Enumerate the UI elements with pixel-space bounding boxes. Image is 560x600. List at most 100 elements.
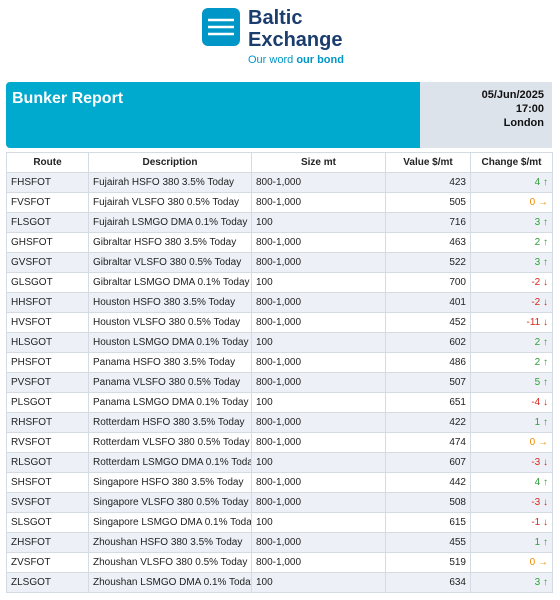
description-cell: Singapore VLSFO 380 0.5% Today	[88, 492, 252, 513]
table-row: PLSGOT Panama LSMGO DMA 0.1% Today 100 651-…	[6, 392, 553, 413]
value-cell: 505	[385, 192, 471, 213]
column-header: Value $/mt	[385, 152, 471, 173]
report-time: 17:00	[515, 103, 544, 115]
table-row: GVSFOT Gibraltar VLSFO 380 0.5% Today 800-…	[6, 252, 553, 273]
size-cell: 800-1,000	[251, 172, 386, 193]
route-cell: GHSFOT	[6, 232, 89, 253]
report-title: Bunker Report	[12, 90, 124, 107]
description-cell: Rotterdam VLSFO 380 0.5% Today	[88, 432, 252, 453]
route-cell: FHSFOT	[6, 172, 89, 193]
value-cell: 716	[385, 212, 471, 233]
route-cell: RVSFOT	[6, 432, 89, 453]
change-cell: -2 ↓	[470, 272, 553, 293]
table-row: GLSGOT Gibraltar LSMGO DMA 0.1% Today 100 7…	[6, 272, 553, 293]
change-cell: -3 ↓	[470, 452, 553, 473]
change-cell: -11 ↓	[470, 312, 553, 333]
change-cell: 1 ↑	[470, 412, 553, 433]
bunker-table: Route Description Size mt Value $/mt Change …	[6, 152, 553, 593]
size-cell: 800-1,000	[251, 432, 386, 453]
change-cell: 3 ↑	[470, 252, 553, 273]
column-header: Description	[88, 152, 252, 173]
description-cell: Panama LSMGO DMA 0.1% Today	[88, 392, 252, 413]
change-cell: 0 →	[470, 192, 553, 213]
table-row: SHSFOT Singapore HSFO 380 3.5% Today 800-1…	[6, 472, 553, 493]
description-cell: Rotterdam HSFO 380 3.5% Today	[88, 412, 252, 433]
value-cell: 602	[385, 332, 471, 353]
change-cell: 0 →	[470, 432, 553, 453]
size-cell: 100	[251, 512, 386, 533]
change-cell: -3 ↓	[470, 492, 553, 513]
route-cell: ZVSFOT	[6, 552, 89, 573]
route-cell: SLSGOT	[6, 512, 89, 533]
description-cell: Singapore HSFO 380 3.5% Today	[88, 472, 252, 493]
route-cell: PLSGOT	[6, 392, 89, 413]
table-body: FHSFOT Fujairah HSFO 380 3.5% Today 800-1,…	[6, 172, 553, 593]
size-cell: 800-1,000	[251, 292, 386, 313]
report-meta: 05/Jun/2025 17:00 London	[482, 88, 544, 130]
change-cell: 5 ↑	[470, 372, 553, 393]
size-cell: 800-1,000	[251, 552, 386, 573]
value-cell: 700	[385, 272, 471, 293]
route-cell: RLSGOT	[6, 452, 89, 473]
value-cell: 423	[385, 172, 471, 193]
table-row: RVSFOT Rotterdam VLSFO 380 0.5% Today 800-…	[6, 432, 553, 453]
size-cell: 100	[251, 332, 386, 353]
description-cell: Gibraltar LSMGO DMA 0.1% Today	[88, 272, 252, 293]
route-cell: GVSFOT	[6, 252, 89, 273]
description-cell: Panama VLSFO 380 0.5% Today	[88, 372, 252, 393]
route-cell: ZHSFOT	[6, 532, 89, 553]
route-cell: GLSGOT	[6, 272, 89, 293]
description-cell: Houston HSFO 380 3.5% Today	[88, 292, 252, 313]
size-cell: 800-1,000	[251, 192, 386, 213]
report-date: 05/Jun/2025	[481, 89, 544, 101]
description-cell: Zhoushan VLSFO 380 0.5% Today	[88, 552, 252, 573]
change-cell: 3 ↑	[470, 212, 553, 233]
route-cell: SVSFOT	[6, 492, 89, 513]
table-row: ZHSFOT Zhoushan HSFO 380 3.5% Today 800-1,…	[6, 532, 553, 553]
change-cell: 2 ↑	[470, 232, 553, 253]
description-cell: Fujairah LSMGO DMA 0.1% Today	[88, 212, 252, 233]
column-header: Route	[6, 152, 89, 173]
route-cell: HLSGOT	[6, 332, 89, 353]
route-cell: FLSGOT	[6, 212, 89, 233]
table-row: HLSGOT Houston LSMGO DMA 0.1% Today 100 602…	[6, 332, 553, 353]
description-cell: Singapore LSMGO DMA 0.1% Today	[88, 512, 252, 533]
description-cell: Fujairah VLSFO 380 0.5% Today	[88, 192, 252, 213]
value-cell: 463	[385, 232, 471, 253]
size-cell: 800-1,000	[251, 312, 386, 333]
tagline-b: our bond	[296, 54, 344, 66]
value-cell: 634	[385, 572, 471, 593]
value-cell: 442	[385, 472, 471, 493]
route-cell: PVSFOT	[6, 372, 89, 393]
table-row: PVSFOT Panama VLSFO 380 0.5% Today 800-1,0…	[6, 372, 553, 393]
size-cell: 100	[251, 392, 386, 413]
description-cell: Zhoushan HSFO 380 3.5% Today	[88, 532, 252, 553]
route-cell: PHSFOT	[6, 352, 89, 373]
route-cell: ZLSGOT	[6, 572, 89, 593]
column-header: Change $/mt	[470, 152, 553, 173]
route-cell: HHSFOT	[6, 292, 89, 313]
size-cell: 800-1,000	[251, 232, 386, 253]
size-cell: 800-1,000	[251, 412, 386, 433]
value-cell: 474	[385, 432, 471, 453]
table-row: SVSFOT Singapore VLSFO 380 0.5% Today 800-…	[6, 492, 553, 513]
table-row: RLSGOT Rotterdam LSMGO DMA 0.1% Today 100 6…	[6, 452, 553, 473]
value-cell: 615	[385, 512, 471, 533]
value-cell: 522	[385, 252, 471, 273]
table-row: ZLSGOT Zhoushan LSMGO DMA 0.1% Today 100 63…	[6, 572, 553, 593]
size-cell: 100	[251, 272, 386, 293]
table-row: FHSFOT Fujairah HSFO 380 3.5% Today 800-1,…	[6, 172, 553, 193]
description-cell: Rotterdam LSMGO DMA 0.1% Today	[88, 452, 252, 473]
route-cell: RHSFOT	[6, 412, 89, 433]
change-cell: 2 ↑	[470, 332, 553, 353]
logo-line2: Exchange	[248, 29, 342, 51]
size-cell: 800-1,000	[251, 372, 386, 393]
change-cell: 3 ↑	[470, 572, 553, 593]
change-cell: -4 ↓	[470, 392, 553, 413]
value-cell: 486	[385, 352, 471, 373]
change-cell: -2 ↓	[470, 292, 553, 313]
header-band: Bunker Report 05/Jun/2025 17:00 London	[6, 82, 552, 148]
size-cell: 800-1,000	[251, 252, 386, 273]
size-cell: 100	[251, 212, 386, 233]
size-cell: 800-1,000	[251, 532, 386, 553]
